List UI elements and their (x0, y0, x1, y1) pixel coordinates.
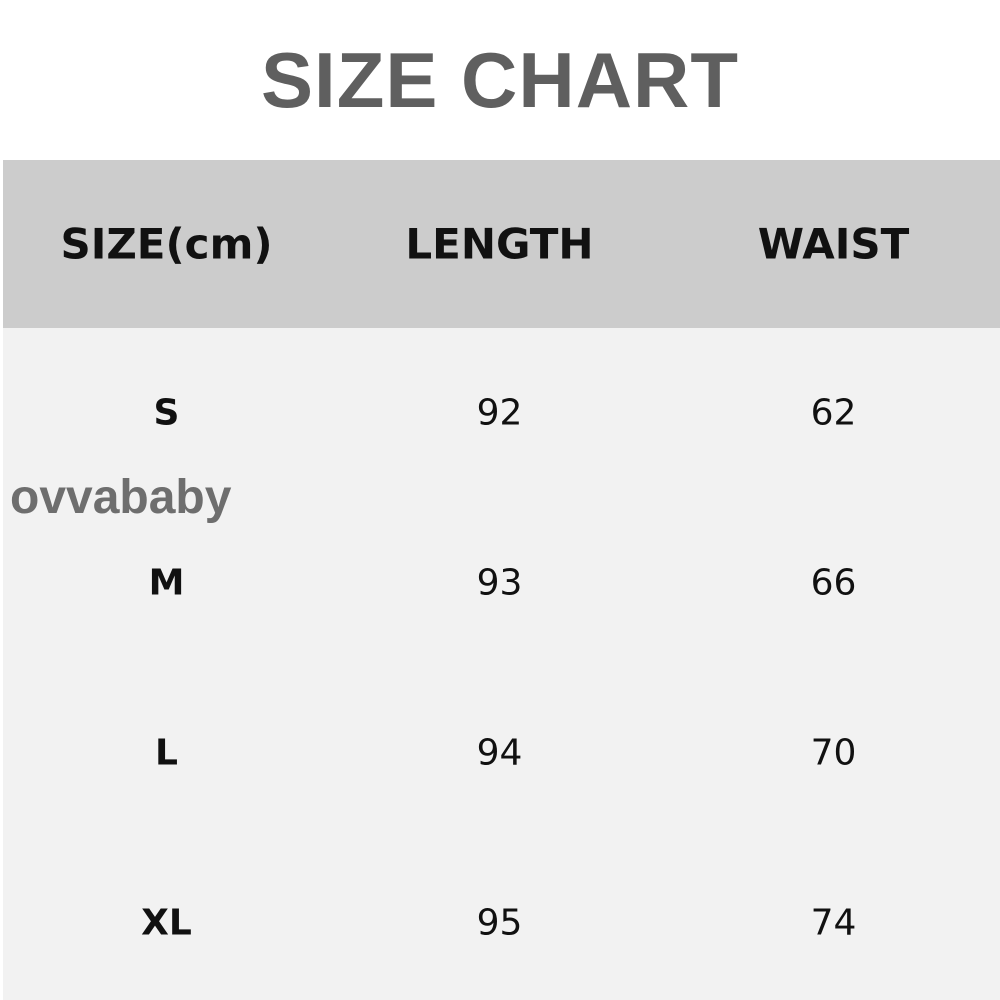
table-cell-size: XL (141, 902, 192, 944)
table-cell-length: 92 (476, 392, 523, 434)
table-body-band (3, 328, 1000, 1000)
table-cell-length: 93 (476, 562, 523, 604)
column-header-length: LENGTH (405, 219, 594, 269)
table-cell-waist: 70 (810, 732, 857, 774)
column-header-size: SIZE(cm) (60, 219, 273, 269)
column-header-waist: WAIST (757, 219, 910, 269)
page-title: SIZE CHART (261, 35, 739, 124)
table-cell-size: S (153, 392, 180, 434)
table-cell-waist: 66 (810, 562, 857, 604)
table-cell-length: 94 (476, 732, 523, 774)
table-cell-length: 95 (476, 902, 523, 944)
table-cell-size: L (155, 732, 178, 774)
table-header-band (3, 160, 1000, 328)
table-cell-waist: 62 (810, 392, 857, 434)
table-cell-waist: 74 (810, 902, 857, 944)
watermark: ovvababy (10, 471, 232, 524)
table-cell-size: M (148, 562, 185, 604)
